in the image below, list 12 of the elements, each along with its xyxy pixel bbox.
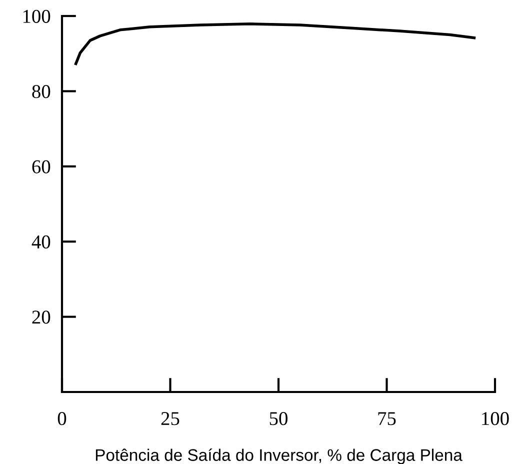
y-tick-label: 20 xyxy=(32,310,50,324)
y-tick-label: 60 xyxy=(32,160,50,174)
x-tick-label: 50 xyxy=(270,412,288,426)
x-axis-title: Potência de Saída do Inversor, % de Carga Plena xyxy=(96,448,462,464)
x-tick-label: 75 xyxy=(378,412,396,426)
y-tick-label: 80 xyxy=(32,85,50,98)
x-tick-label: 0 xyxy=(58,412,66,426)
y-tick-label: 100 xyxy=(23,10,50,23)
line-series xyxy=(74,22,476,66)
x-tick-label: 100 xyxy=(482,412,509,426)
x-tick-label: 25 xyxy=(161,412,180,426)
y-tick-label: 40 xyxy=(32,235,50,249)
